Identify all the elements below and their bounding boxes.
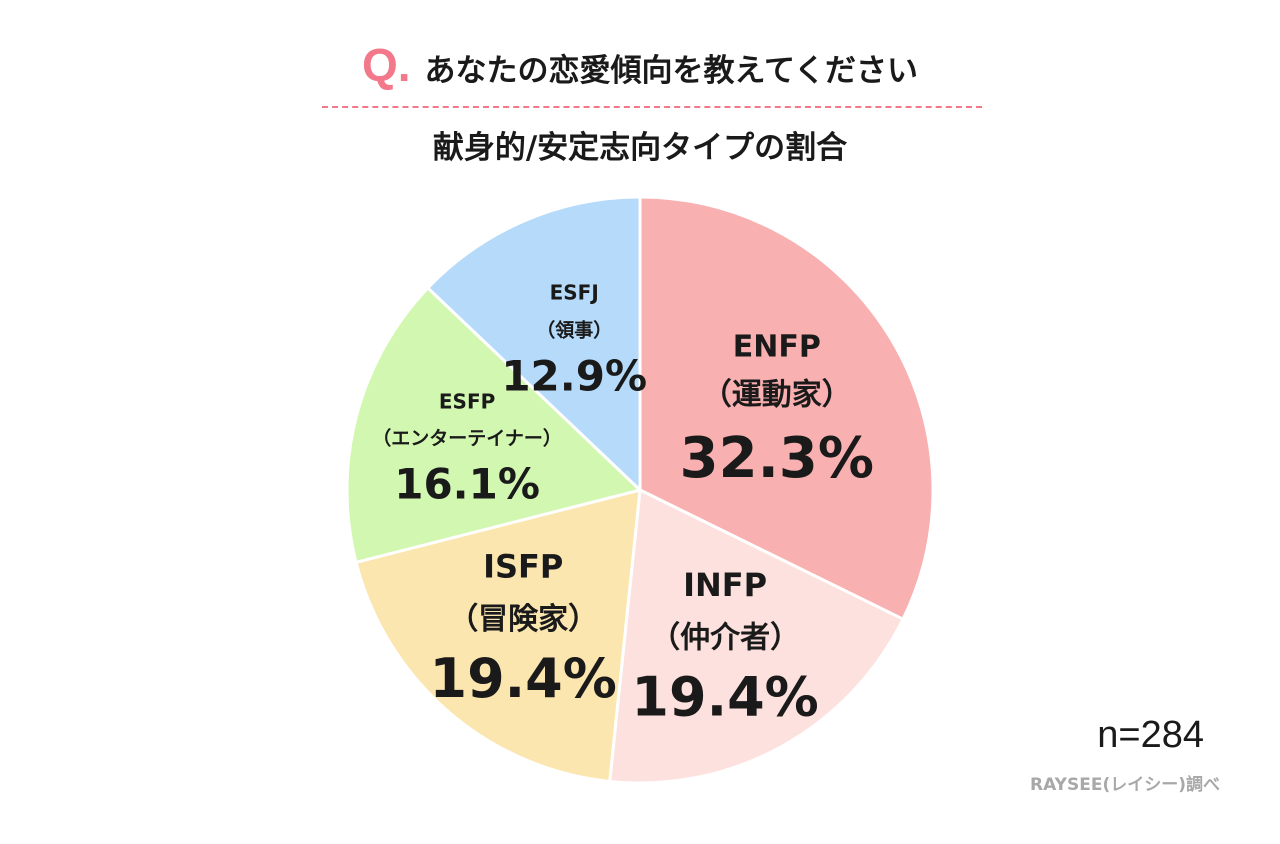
- question-line: Q. あなたの恋愛傾向を教えてください: [362, 38, 918, 92]
- dashed-divider: [322, 106, 982, 108]
- pie-slice-esfj: [426, 195, 642, 492]
- chart-subtitle: 献身的/安定志向タイプの割合: [432, 130, 848, 166]
- slice-label-esfp: ESFP: [439, 389, 495, 413]
- slice-label-esfj: ESFJ: [550, 281, 599, 305]
- pie-slice-enfp: [638, 195, 935, 621]
- slice-label-isfp: ISFP: [483, 547, 563, 585]
- slice-value-infp: 19.4%: [631, 665, 818, 728]
- slice-sublabel-isfp: （冒険家）: [448, 602, 598, 637]
- slice-value-enfp: 32.3%: [680, 426, 874, 491]
- slice-value-esfj: 12.9%: [501, 352, 647, 401]
- slice-value-esfp: 16.1%: [394, 459, 540, 508]
- pie-slice-esfp: [345, 286, 642, 564]
- question-header: Q. あなたの恋愛傾向を教えてください: [0, 38, 1280, 92]
- slice-sublabel-esfj: （領事）: [536, 319, 612, 342]
- slice-label-enfp: ENFP: [733, 329, 821, 364]
- question-text: あなたの恋愛傾向を教えてください: [424, 53, 919, 89]
- pie-slice-infp: [608, 488, 905, 785]
- slice-label-infp: INFP: [683, 566, 767, 604]
- pie-slice-isfp: [354, 488, 642, 783]
- slice-sublabel-esfp: （エンターテイナー）: [372, 426, 562, 449]
- slice-sublabel-infp: （仲介者）: [650, 620, 800, 655]
- sample-size: n=284: [1097, 714, 1204, 756]
- slice-value-isfp: 19.4%: [430, 647, 617, 710]
- question-mark: Q.: [361, 39, 411, 91]
- slice-sublabel-enfp: （運動家）: [702, 377, 852, 412]
- source-credit: RAYSEE(レイシー)調べ: [1030, 775, 1220, 795]
